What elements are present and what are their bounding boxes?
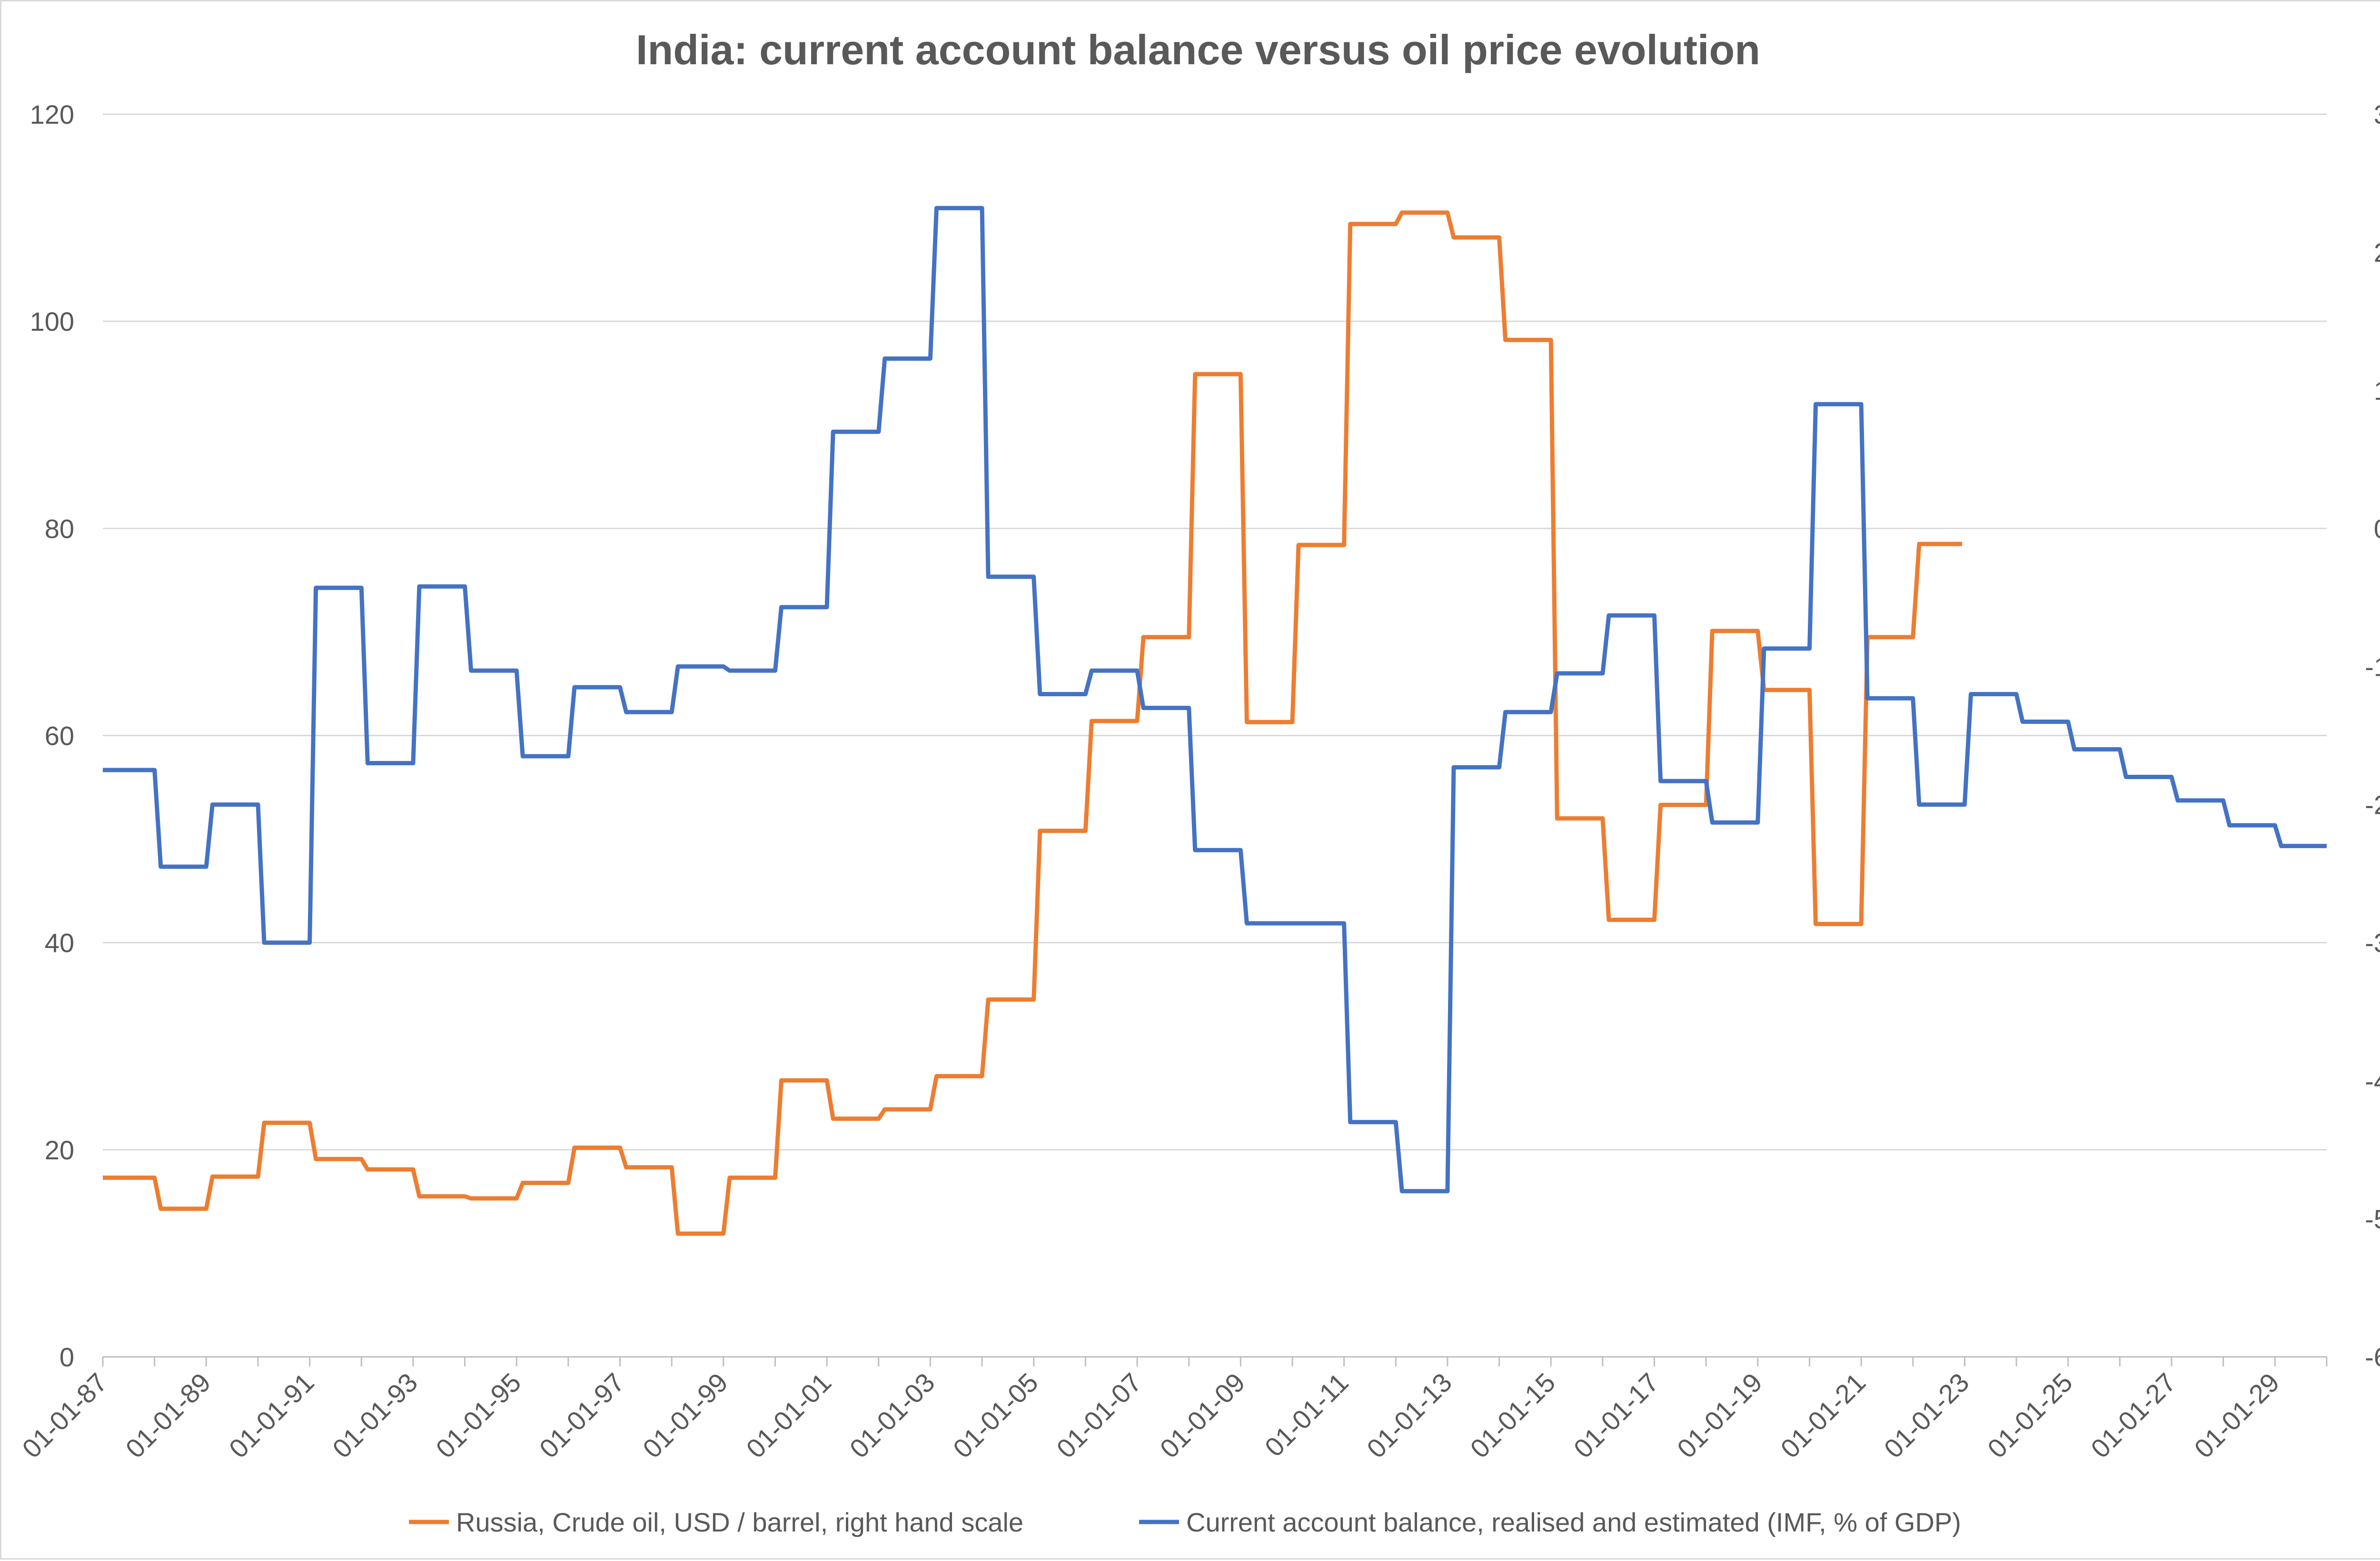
right-tick-label: -6 (2365, 1342, 2380, 1372)
x-tick-label: 01-01-05 (947, 1367, 1044, 1464)
x-tick-label: 01-01-23 (1878, 1367, 1975, 1464)
x-tick-label: 01-01-19 (1671, 1367, 1768, 1464)
x-tick-label: 01-01-93 (327, 1367, 423, 1464)
x-tick-label: 01-01-89 (119, 1367, 216, 1464)
x-tick-label: 01-01-17 (1568, 1367, 1665, 1464)
right-tick-label: 2 (2374, 237, 2380, 267)
left-tick-label: 80 (45, 514, 74, 543)
x-tick-label: 01-01-07 (1051, 1367, 1147, 1464)
legend: Russia, Crude oil, USD / barrel, right h… (409, 1507, 1961, 1537)
left-tick-label: 100 (30, 306, 74, 336)
right-tick-label: -4 (2365, 1066, 2380, 1096)
left-tick-label: 60 (45, 721, 74, 751)
right-tick-label: 1 (2374, 375, 2380, 405)
gridlines (103, 113, 2327, 1151)
left-tick-label: 120 (30, 99, 74, 129)
right-tick-label: -1 (2365, 652, 2380, 682)
right-tick-label: 3 (2374, 99, 2380, 129)
x-tick-label: 01-01-01 (740, 1367, 837, 1464)
x-tick-label: 01-01-21 (1775, 1367, 1871, 1464)
chart-title: India: current account balance versus oi… (636, 26, 1760, 73)
left-tick-label: 40 (45, 928, 74, 958)
x-tick-label: 01-01-25 (1982, 1367, 2078, 1464)
right-tick-label: 0 (2374, 514, 2380, 543)
legend-label-current-account: Current account balance, realised and es… (1186, 1507, 1961, 1537)
left-tick-label: 0 (60, 1342, 74, 1372)
x-tick-label: 01-01-99 (637, 1367, 734, 1464)
left-tick-label: 20 (45, 1135, 74, 1165)
right-tick-label: -5 (2365, 1204, 2380, 1234)
x-tick-label: 01-01-03 (844, 1367, 941, 1464)
x-tick-label: 01-01-97 (534, 1367, 630, 1464)
x-tick-label: 01-01-91 (223, 1367, 320, 1464)
x-tick-label: 01-01-15 (1464, 1367, 1561, 1464)
legend-label-oil: Russia, Crude oil, USD / barrel, right h… (456, 1507, 1023, 1537)
x-tick-label: 01-01-29 (2189, 1367, 2285, 1464)
x-tick-label: 01-01-87 (16, 1367, 113, 1464)
axes: 020406080100120-6-5-4-3-2-1012301-01-870… (16, 99, 2380, 1464)
x-tick-label: 01-01-95 (430, 1367, 526, 1464)
series-line-current-account (103, 206, 2327, 1194)
x-tick-label: 01-01-27 (2085, 1367, 2182, 1464)
x-tick-label: 01-01-11 (1259, 1367, 1354, 1462)
right-tick-label: -2 (2365, 790, 2380, 820)
x-tick-label: 01-01-13 (1361, 1367, 1458, 1464)
series-line-oil (103, 210, 1962, 1236)
right-tick-label: -3 (2365, 928, 2380, 958)
series-lines (103, 206, 2327, 1236)
x-tick-label: 01-01-09 (1154, 1367, 1250, 1464)
